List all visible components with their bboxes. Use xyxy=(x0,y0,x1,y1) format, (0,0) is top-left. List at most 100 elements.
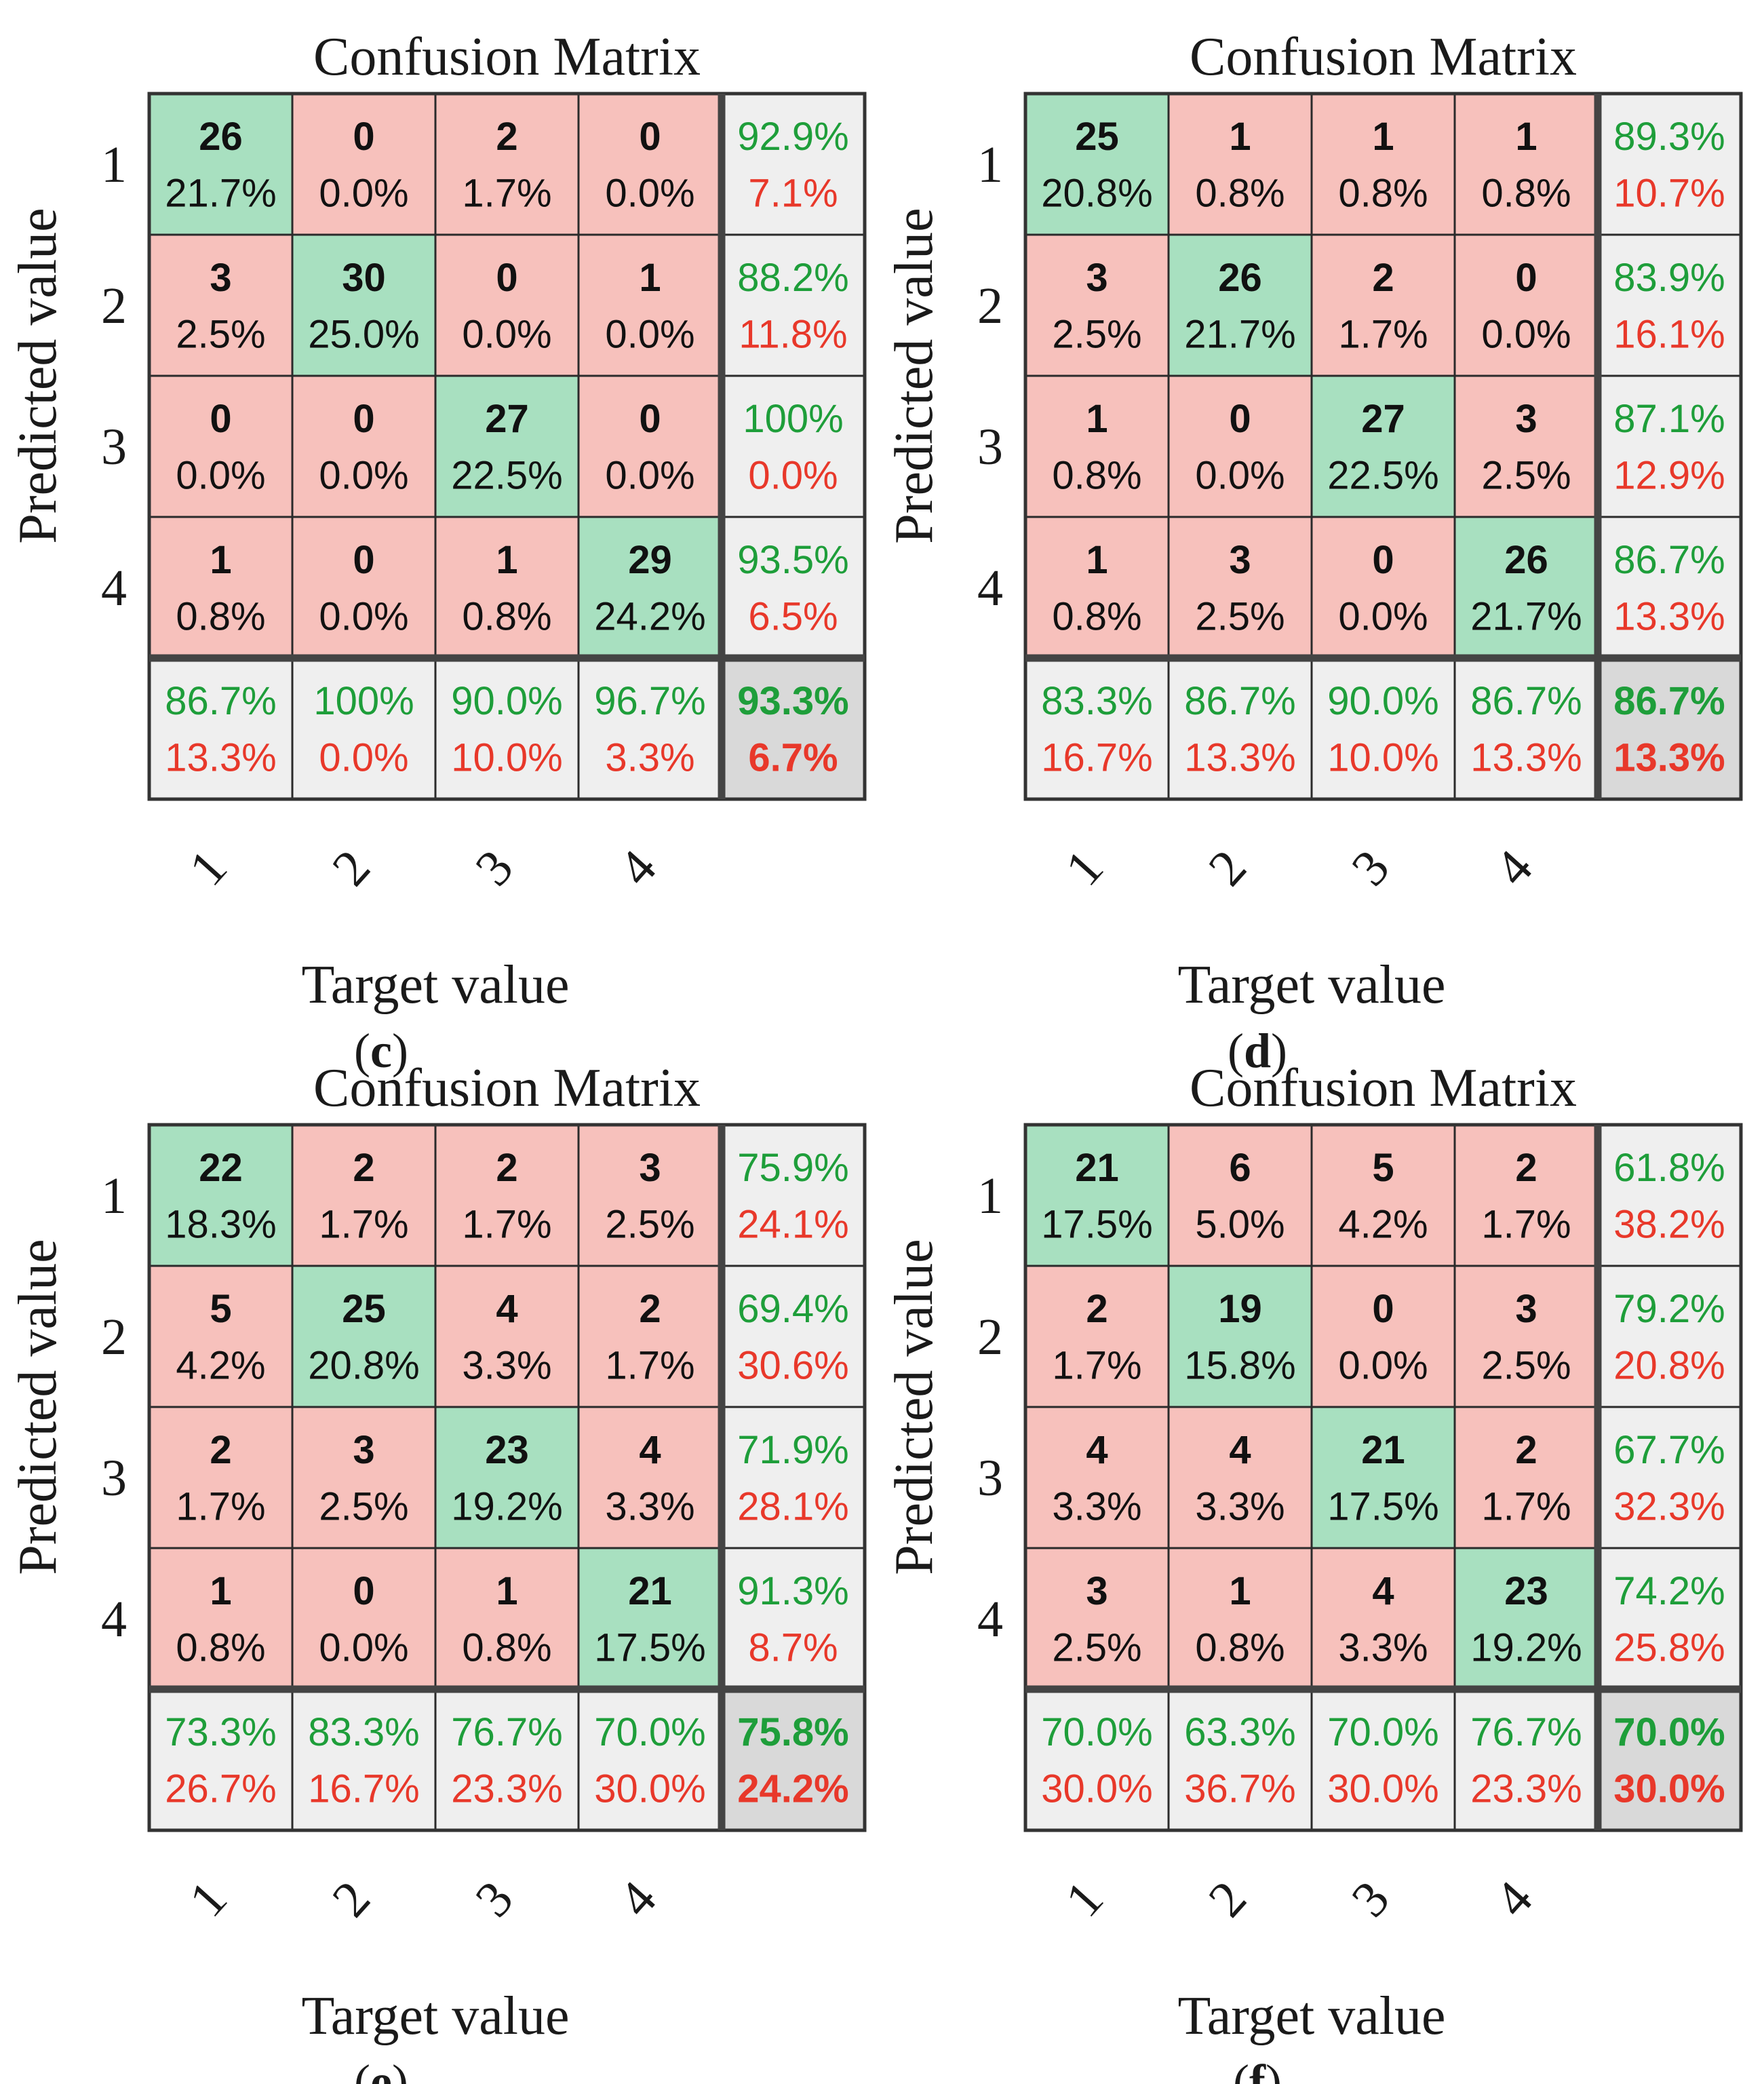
cell-count: 19 xyxy=(1218,1287,1262,1331)
cell-percent: 24.2% xyxy=(594,594,705,638)
summary-error-percent: 16.7% xyxy=(1041,735,1152,779)
cell-percent: 2.5% xyxy=(605,1202,694,1246)
error-cell xyxy=(1310,233,1456,377)
cell-count: 26 xyxy=(199,115,243,159)
cell-percent: 17.5% xyxy=(1327,1484,1438,1528)
x-tick-label: 3 xyxy=(465,839,524,896)
summary-correct-percent: 100% xyxy=(313,679,414,723)
confusion-matrix-panel: Confusion Matrix2117.5%65.0%54.2%21.7%61… xyxy=(884,1058,1743,2084)
chart-title: Confusion Matrix xyxy=(1190,1058,1577,1118)
column-summary-cell xyxy=(1024,657,1170,800)
cell-count: 1 xyxy=(639,256,661,300)
summary-error-percent: 30.6% xyxy=(737,1343,848,1387)
matrix-border xyxy=(1023,1123,1743,1832)
cell-percent: 1.7% xyxy=(1338,312,1428,356)
cell-percent: 2.5% xyxy=(1195,594,1285,638)
cell-percent: 1.7% xyxy=(176,1484,265,1528)
summary-correct-percent: 83.3% xyxy=(1041,679,1152,723)
cell-count: 1 xyxy=(1229,115,1251,159)
cell-count: 0 xyxy=(353,397,374,441)
error-cell xyxy=(1453,1406,1599,1549)
x-axis-label: Target value xyxy=(302,1986,570,2046)
cell-percent: 0.0% xyxy=(1338,1343,1428,1387)
error-cell xyxy=(434,1123,580,1267)
cell-percent: 2.5% xyxy=(176,312,265,356)
cell-count: 23 xyxy=(485,1428,529,1472)
cell-count: 3 xyxy=(1229,538,1251,582)
cell-percent: 0.8% xyxy=(176,594,265,638)
error-cell xyxy=(1453,92,1599,236)
summary-error-percent: 6.5% xyxy=(748,594,838,638)
chart-title: Confusion Matrix xyxy=(1190,27,1577,87)
cell-count: 27 xyxy=(1361,397,1405,441)
summary-correct-percent: 86.7% xyxy=(1470,679,1582,723)
cell-percent: 17.5% xyxy=(594,1625,705,1670)
summary-correct-percent: 70.0% xyxy=(1327,1710,1438,1754)
x-tick-label: 2 xyxy=(321,1870,381,1927)
cell-count: 4 xyxy=(1372,1569,1394,1613)
cell-count: 1 xyxy=(1515,115,1537,159)
confusion-matrix-panel: Confusion Matrix2520.8%10.8%10.8%10.8%89… xyxy=(884,27,1743,1078)
cell-percent: 0.0% xyxy=(605,453,694,497)
correct-cell xyxy=(577,516,723,659)
x-tick-label: 1 xyxy=(1055,839,1114,896)
cell-count: 1 xyxy=(210,538,231,582)
matrix-border xyxy=(1023,92,1743,801)
cell-percent: 0.8% xyxy=(1195,171,1285,215)
summary-error-percent: 24.1% xyxy=(737,1202,848,1246)
cell-count: 1 xyxy=(496,538,517,582)
summary-correct-percent: 92.9% xyxy=(737,115,848,159)
y-axis-label: Predicted value xyxy=(884,1239,944,1575)
summary-correct-percent: 70.0% xyxy=(594,1710,705,1754)
x-tick-label: 4 xyxy=(1484,839,1544,896)
cell-count: 0 xyxy=(639,115,661,159)
summary-correct-percent: 83.9% xyxy=(1613,256,1725,300)
cell-count: 3 xyxy=(1515,397,1537,441)
chart-title: Confusion Matrix xyxy=(313,27,701,87)
summary-correct-percent: 67.7% xyxy=(1613,1428,1725,1472)
cell-percent: 0.0% xyxy=(605,171,694,215)
error-cell xyxy=(434,233,580,377)
cell-percent: 0.0% xyxy=(462,312,551,356)
summary-error-percent: 24.2% xyxy=(737,1767,848,1811)
cell-count: 2 xyxy=(496,1146,517,1190)
cell-count: 2 xyxy=(210,1428,231,1472)
error-cell xyxy=(434,516,580,659)
error-cell xyxy=(148,1406,294,1549)
correct-cell xyxy=(1024,1123,1170,1267)
correct-cell xyxy=(148,1123,294,1267)
cell-percent: 0.0% xyxy=(1195,453,1285,497)
cell-percent: 22.5% xyxy=(1327,453,1438,497)
cell-count: 1 xyxy=(1086,397,1108,441)
cell-count: 26 xyxy=(1218,256,1262,300)
column-summary-cell xyxy=(1024,1688,1170,1832)
cell-count: 2 xyxy=(496,115,517,159)
cell-percent: 22.5% xyxy=(451,453,562,497)
summary-correct-percent: 75.9% xyxy=(737,1146,848,1190)
cell-percent: 2.5% xyxy=(1052,1625,1141,1670)
summary-correct-percent: 90.0% xyxy=(451,679,562,723)
cell-percent: 0.0% xyxy=(319,1625,408,1670)
cell-percent: 19.2% xyxy=(1470,1625,1582,1670)
y-tick-label: 2 xyxy=(977,277,1003,334)
summary-correct-percent: 88.2% xyxy=(737,256,848,300)
cell-count: 5 xyxy=(1372,1146,1394,1190)
cell-count: 1 xyxy=(496,1569,517,1613)
cell-percent: 0.8% xyxy=(1052,594,1141,638)
error-cell xyxy=(1024,233,1170,377)
summary-error-percent: 30.0% xyxy=(594,1767,705,1811)
correct-cell xyxy=(291,1265,437,1408)
cell-count: 5 xyxy=(210,1287,231,1331)
cell-count: 0 xyxy=(496,256,517,300)
summary-correct-percent: 86.7% xyxy=(1613,538,1725,582)
summary-error-percent: 28.1% xyxy=(737,1484,848,1528)
error-cell xyxy=(577,92,723,236)
summary-error-percent: 26.7% xyxy=(165,1767,276,1811)
column-summary-cell xyxy=(1453,657,1599,800)
cell-count: 0 xyxy=(1515,256,1537,300)
row-summary-cell xyxy=(720,1406,866,1549)
cell-percent: 15.8% xyxy=(1184,1343,1295,1387)
error-cell xyxy=(577,1406,723,1549)
correct-cell xyxy=(1310,1406,1456,1549)
summary-error-percent: 10.7% xyxy=(1613,171,1725,215)
